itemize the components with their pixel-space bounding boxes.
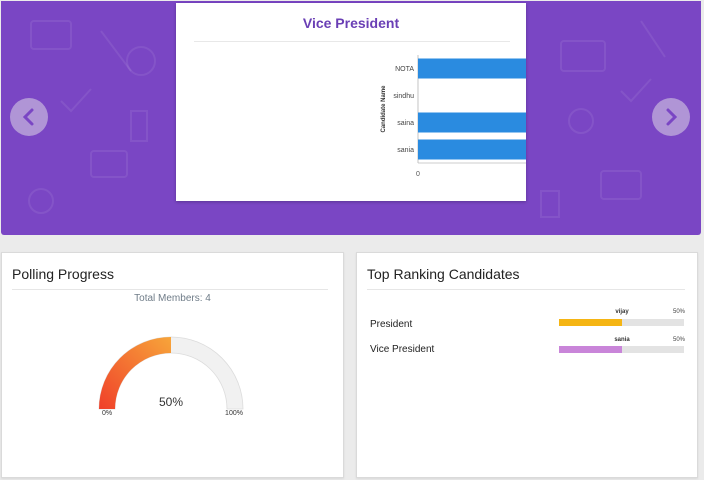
rank-candidate-name: sania: [614, 337, 630, 343]
polling-progress-panel: Polling Progress Total Members: 4 50% 0%…: [1, 252, 344, 478]
rank-bar-track: [559, 319, 684, 326]
gauge-max-label: 100%: [225, 410, 243, 417]
bar-nota: [418, 58, 526, 79]
rank-percent-label: 50%: [672, 309, 685, 315]
rank-bar-fill: [559, 319, 622, 326]
rank-position-label: President: [370, 319, 413, 330]
vote-pattern-background: [28, 20, 666, 218]
panel-divider: [12, 289, 328, 290]
y-axis-label: Candidate Name: [381, 85, 387, 133]
panel-title: Polling Progress: [12, 266, 114, 282]
category-label: saina: [397, 120, 414, 127]
panel-title: Top Ranking Candidates: [367, 266, 520, 282]
chart-divider: [194, 41, 510, 42]
rank-position-label: Vice President: [370, 344, 435, 355]
category-label: sindhu: [393, 93, 414, 100]
rank-percent-label: 50%: [672, 337, 685, 343]
rank-bar-track: [559, 346, 684, 353]
vice-president-chart-card: Vice President 012NOTAsindhusainasaniaCa…: [176, 3, 526, 201]
carousel-prev-button[interactable]: [10, 98, 48, 136]
chart-title: Vice President: [302, 15, 400, 31]
vote-bar-chart: 012NOTAsindhusainasaniaCandidate Name: [381, 55, 526, 178]
gauge-fill: [99, 337, 171, 409]
top-ranking-panel: Top Ranking Candidates President vijay 5…: [356, 252, 698, 478]
rank-candidate-name: vijay: [615, 309, 629, 315]
category-label: NOTA: [395, 66, 414, 73]
x-tick-label: 0: [416, 171, 420, 178]
progress-gauge: 50% 0% 100%: [98, 336, 244, 417]
chevron-left-icon: [22, 108, 34, 126]
rank-bar-fill: [559, 346, 622, 353]
total-members-label: Total Members: 4: [134, 293, 211, 304]
gauge-min-label: 0%: [102, 410, 112, 417]
category-label: sania: [397, 147, 414, 154]
panel-divider: [367, 289, 685, 290]
bar-sania: [418, 139, 526, 160]
bar-saina: [418, 112, 526, 133]
chevron-right-icon: [666, 108, 678, 126]
carousel-banner: Vice President 012NOTAsindhusainasaniaCa…: [1, 1, 701, 235]
gauge-value-label: 50%: [159, 395, 183, 409]
carousel-next-button[interactable]: [652, 98, 690, 136]
